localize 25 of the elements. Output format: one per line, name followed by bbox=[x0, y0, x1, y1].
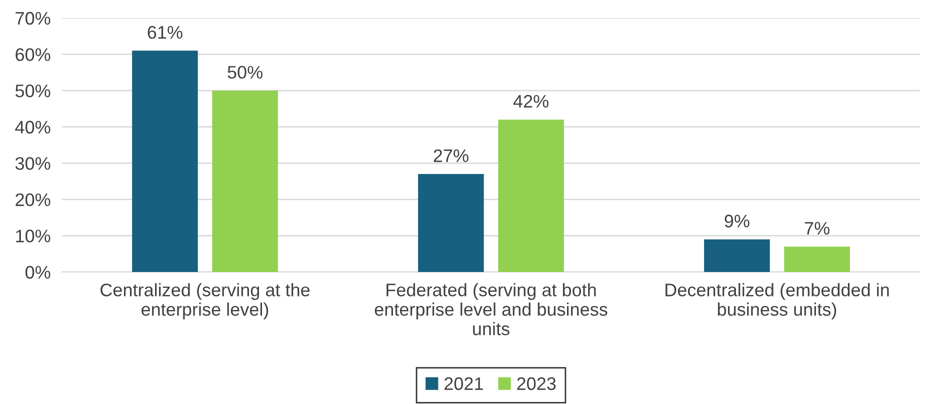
bar bbox=[784, 246, 850, 272]
legend-label: 2023 bbox=[517, 377, 556, 390]
bar bbox=[418, 174, 484, 272]
bar bbox=[704, 239, 770, 272]
legend-label: 2021 bbox=[444, 377, 483, 390]
data-label: 50% bbox=[228, 66, 262, 79]
data-label: 61% bbox=[148, 26, 182, 39]
x-tick-label: Decentralized (embedded in business units) bbox=[666, 283, 889, 320]
x-tick-label: Federated (serving at both enterprise level and business units bbox=[374, 283, 608, 336]
y-tick-label: 10% bbox=[16, 230, 50, 242]
y-tick-label: 60% bbox=[16, 48, 50, 62]
bar bbox=[212, 90, 278, 272]
data-label: 9% bbox=[724, 214, 750, 228]
x-tick-label: Centralized (serving at the enterprise level) bbox=[100, 283, 310, 320]
y-tick-label: 20% bbox=[16, 193, 50, 206]
bar bbox=[132, 50, 198, 272]
data-label: 42% bbox=[513, 94, 548, 108]
data-label: 27% bbox=[434, 149, 468, 162]
y-tick-label: 70% bbox=[16, 12, 50, 25]
y-tick-label: 40% bbox=[15, 120, 50, 134]
data-label: 7% bbox=[804, 222, 830, 235]
y-tick-label: 30% bbox=[15, 157, 50, 170]
bar bbox=[498, 120, 564, 272]
y-tick-label: 0% bbox=[26, 266, 50, 279]
y-tick-label: 50% bbox=[15, 84, 50, 98]
